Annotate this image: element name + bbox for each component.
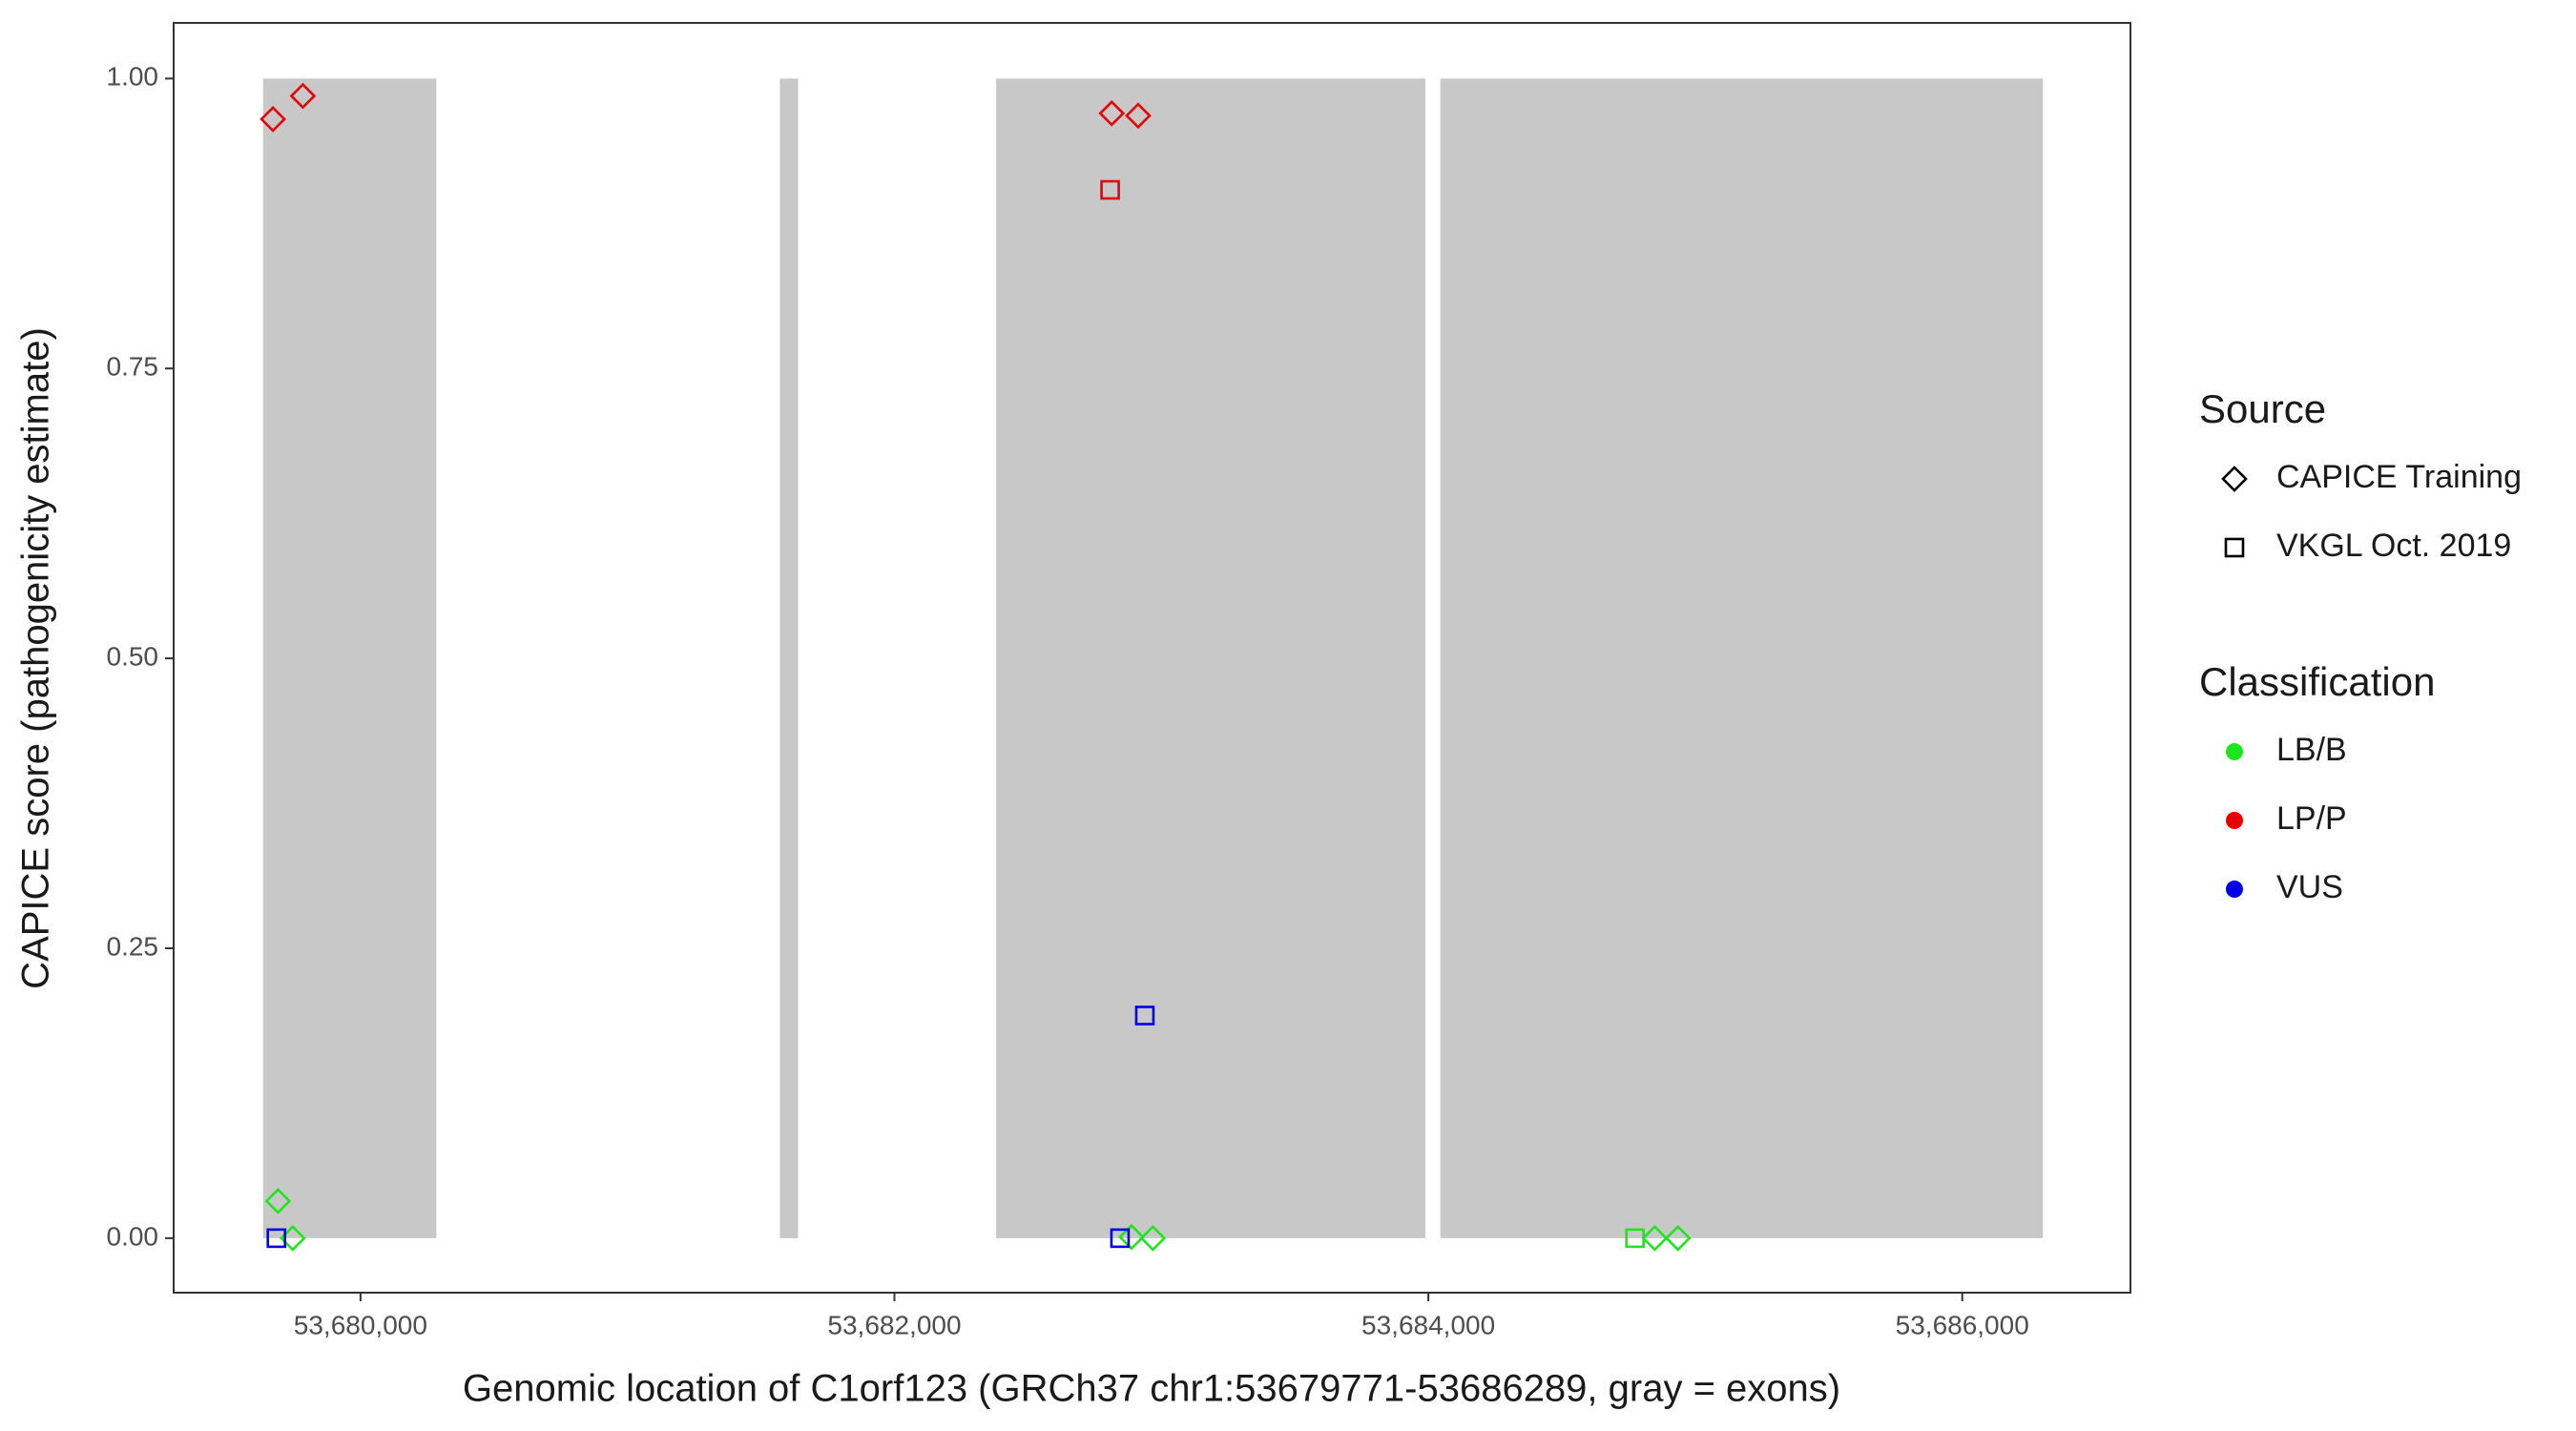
legend-symbol	[2224, 537, 2245, 558]
y-tick-label: 1.00	[107, 62, 159, 92]
legend-entry: LP/P	[2276, 800, 2347, 837]
legend-entry: VUS	[2276, 869, 2343, 905]
legend-symbol	[2221, 466, 2248, 492]
point	[1664, 1225, 1692, 1252]
plot-border	[173, 22, 2131, 1294]
legend-title: Classification	[2199, 659, 2435, 704]
x-axis-title: Genomic location of C1orf123 (GRCh37 chr…	[463, 1368, 1840, 1410]
y-axis-title: CAPICE score (pathogenicity estimate)	[15, 327, 57, 989]
point	[1118, 1223, 1145, 1251]
legend-symbol	[2226, 743, 2243, 760]
y-tick-label: 0.75	[107, 352, 159, 382]
point	[1134, 1006, 1155, 1026]
point	[1098, 99, 1126, 127]
legend-entry: VKGL Oct. 2019	[2276, 528, 2511, 564]
point	[260, 106, 286, 133]
legend-entry: CAPICE Training	[2276, 459, 2522, 495]
legend-symbol	[2226, 812, 2243, 829]
legend-entry: LB/B	[2276, 732, 2347, 768]
point	[1100, 179, 1120, 200]
point	[264, 1188, 292, 1214]
point	[1110, 1228, 1131, 1249]
point	[1625, 1228, 1645, 1249]
point	[1641, 1225, 1669, 1252]
y-tick-label: 0.25	[107, 931, 159, 961]
x-tick-label: 53,686,000	[1896, 1310, 2029, 1339]
x-tick-label: 53,682,000	[827, 1310, 961, 1339]
x-tick-label: 53,684,000	[1361, 1310, 1495, 1339]
point	[266, 1228, 287, 1249]
point	[1125, 102, 1152, 130]
exon	[262, 78, 437, 1238]
point	[1139, 1225, 1167, 1252]
exon	[779, 78, 799, 1238]
x-tick-label: 53,680,000	[294, 1310, 427, 1339]
legend-symbol	[2226, 881, 2243, 898]
point	[289, 82, 317, 110]
exon	[1440, 78, 2044, 1238]
y-tick-label: 0.50	[107, 641, 159, 671]
y-tick-label: 0.00	[107, 1221, 159, 1251]
exon	[996, 78, 1426, 1238]
legend-title: Source	[2199, 386, 2326, 431]
